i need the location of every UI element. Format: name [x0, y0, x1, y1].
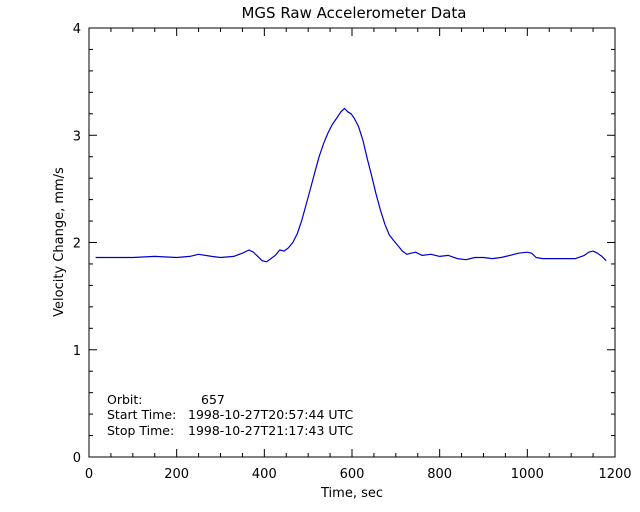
stop-time-label: Stop Time:: [107, 423, 174, 438]
x-tick-label: 200: [164, 467, 189, 482]
x-tick-label: 1000: [511, 467, 544, 482]
x-axis-ticks: 0 200 400 600 800 1000 1200: [85, 28, 632, 482]
x-tick-label: 0: [85, 467, 93, 482]
start-time-label: Start Time:: [107, 407, 176, 422]
y-axis-label: Velocity Change, mm/s: [52, 167, 67, 317]
start-time-annotation: Start Time: 1998-10-27T20:57:44 UTC: [107, 407, 353, 422]
stop-time-annotation: Stop Time: 1998-10-27T21:17:43 UTC: [107, 423, 353, 438]
y-tick-label: 4: [73, 22, 81, 37]
x-tick-label: 800: [427, 467, 452, 482]
orbit-annotation: Orbit: 657: [107, 392, 225, 407]
plot-frame: [88, 27, 616, 458]
x-tick-label: 1200: [598, 467, 631, 482]
chart-title: MGS Raw Accelerometer Data: [241, 4, 466, 22]
y-tick-label: 1: [73, 344, 81, 359]
x-tick-label: 400: [252, 467, 277, 482]
x-axis-label: Time, sec: [320, 486, 383, 501]
y-tick-label: 0: [73, 451, 81, 466]
start-time-value: 1998-10-27T20:57:44 UTC: [188, 407, 353, 422]
x-tick-label: 600: [340, 467, 365, 482]
orbit-value: 657: [201, 392, 225, 407]
y-tick-label: 2: [73, 237, 81, 252]
series-group: [95, 107, 607, 263]
y-axis-ticks: 0 1 2 3 4: [73, 22, 615, 466]
stop-time-value: 1998-10-27T21:17:43 UTC: [188, 423, 353, 438]
y-tick-label: 3: [73, 129, 81, 144]
orbit-label: Orbit:: [107, 392, 143, 407]
series-line: [95, 107, 607, 263]
